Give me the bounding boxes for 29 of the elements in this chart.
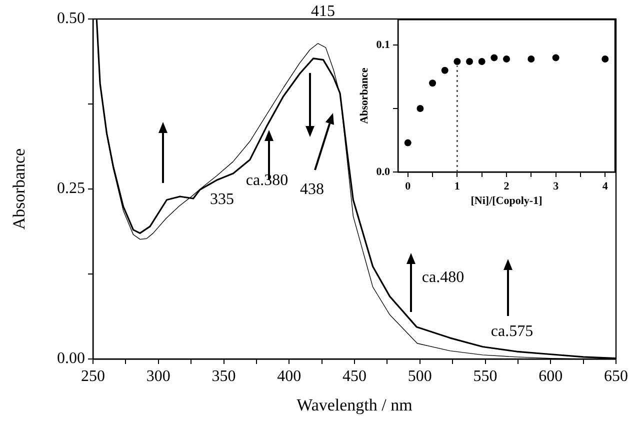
y-axis-title: Absorbance xyxy=(358,68,370,124)
y-axis-title: Absorbance xyxy=(10,148,29,230)
x-tick-label: 600 xyxy=(538,368,563,385)
x-tick-label: 450 xyxy=(342,368,366,385)
x-tick-label: 4 xyxy=(602,180,608,192)
x-tick-label: 3 xyxy=(553,180,560,192)
annotation: 438 xyxy=(300,181,324,198)
annotation: ca.480 xyxy=(422,269,464,286)
y-tick-label: 0.50 xyxy=(57,10,85,28)
x-tick-label: 350 xyxy=(212,368,236,385)
x-axis-title: Wavelength / nm xyxy=(296,395,412,414)
x-tick-label: 300 xyxy=(146,368,170,385)
x-tick-label: 550 xyxy=(473,368,498,385)
x-tick-label: 250 xyxy=(81,368,105,385)
x-tick-label: 0 xyxy=(405,180,412,192)
y-tick-label: 0.25 xyxy=(57,180,85,198)
x-tick-label: 500 xyxy=(408,368,432,385)
y-tick-label: 0.1 xyxy=(376,38,390,51)
x-tick-label: 650 xyxy=(604,368,628,385)
annotation: 335 xyxy=(210,191,234,208)
annotation: ca.575 xyxy=(490,323,534,340)
x-tick-label: 1 xyxy=(454,180,460,192)
x-tick-label: 400 xyxy=(277,368,302,385)
x-tick-label: 2 xyxy=(504,180,510,192)
x-axis-title: [Ni]/[Copoly-1] xyxy=(470,195,542,208)
y-tick-label: 0.00 xyxy=(57,350,85,368)
annotation: 415 xyxy=(311,3,335,20)
annotation: ca.380 xyxy=(246,172,288,190)
y-tick-label: 0.0 xyxy=(376,166,390,178)
